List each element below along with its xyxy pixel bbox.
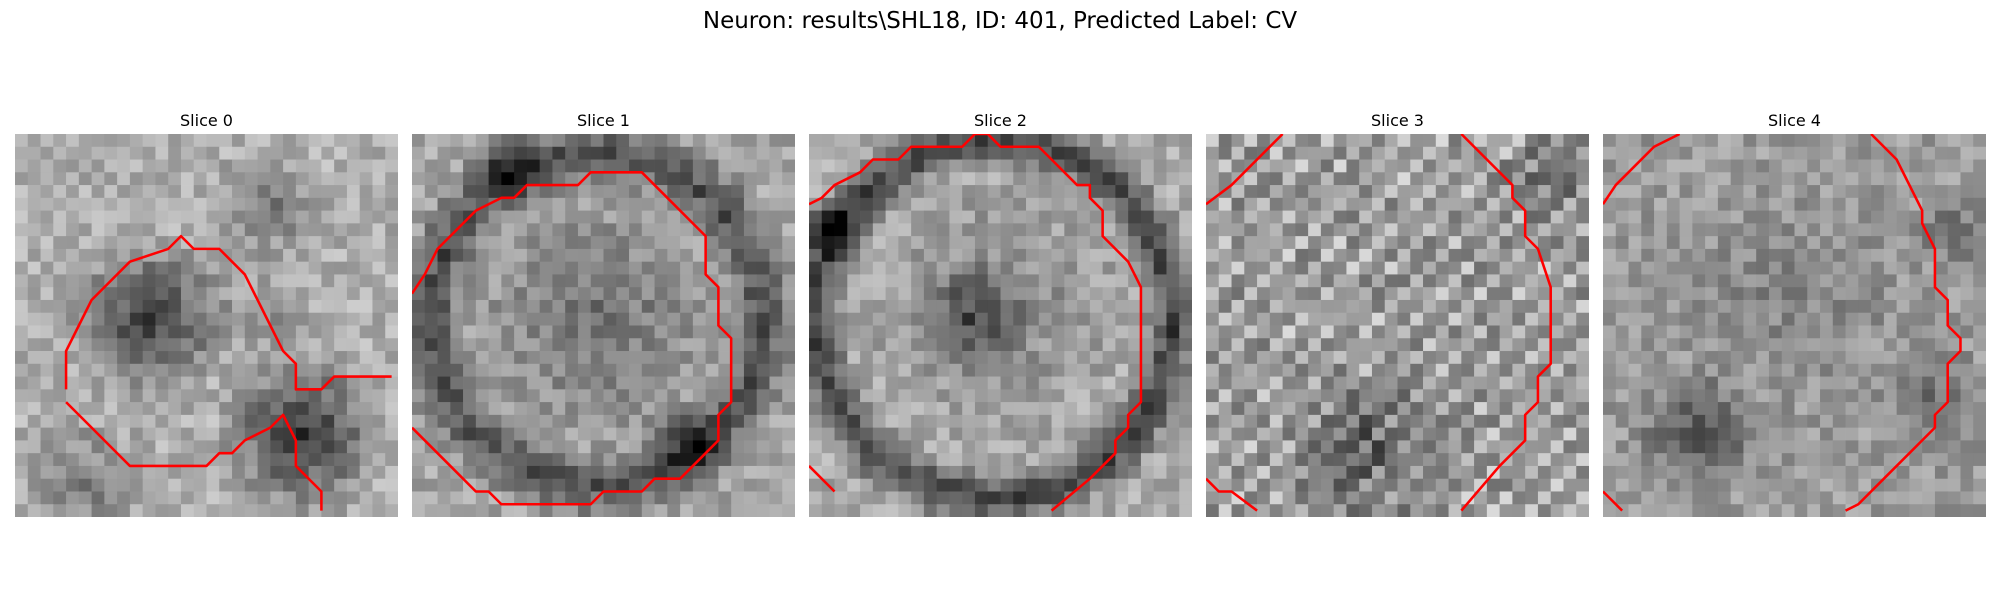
slice-title: Slice 4 [1768, 111, 1821, 130]
segmentation-contour [1603, 490, 1624, 512]
slice-image [1603, 134, 1986, 517]
slice-image [15, 134, 398, 517]
slice-pixels [15, 134, 398, 517]
slice-panel-3: Slice 3 [1206, 108, 1589, 517]
slice-pixels [809, 134, 1192, 517]
slice-title: Slice 1 [577, 111, 630, 130]
slice-pixels [412, 134, 795, 517]
segmentation-contour [1206, 477, 1258, 512]
segmentation-contour [65, 401, 323, 511]
slice-panel-1: Slice 1 [412, 108, 795, 517]
segmentation-contour [64, 234, 392, 391]
slice-image [809, 134, 1192, 517]
slice-image [412, 134, 795, 517]
slice-title: Slice 2 [974, 111, 1027, 130]
slice-pixels [1206, 134, 1589, 517]
slice-title: Slice 3 [1371, 111, 1424, 130]
segmentation-contour [1206, 134, 1284, 206]
segmentation-contour [1844, 134, 1962, 512]
slice-panel-2: Slice 2 [809, 108, 1192, 517]
slice-panel-0: Slice 0 [15, 108, 398, 517]
segmentation-contour [412, 171, 733, 506]
slice-image [1206, 134, 1589, 517]
slice-pixels [1603, 134, 1986, 517]
segmentation-contour [1603, 134, 1681, 205]
slice-title: Slice 0 [180, 111, 233, 130]
segmentation-contour [1460, 134, 1552, 512]
segmentation-contour [809, 134, 1143, 512]
figure-title: Neuron: results\SHL18, ID: 401, Predicte… [702, 8, 1298, 34]
slice-panel-4: Slice 4 [1603, 108, 1986, 517]
segmentation-contour [809, 465, 836, 493]
